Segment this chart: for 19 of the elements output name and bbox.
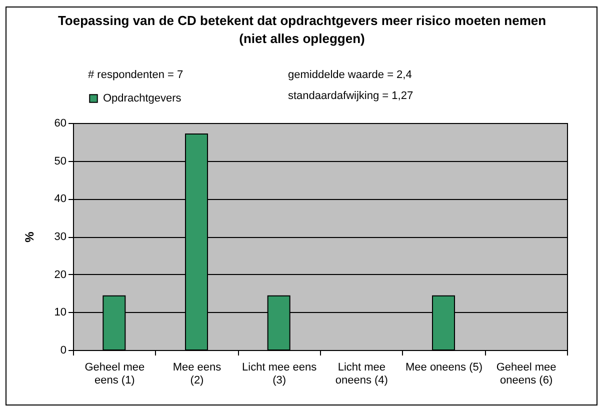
x-tick-label: Licht mee eens (3) — [242, 362, 318, 386]
y-tick-label: 50 — [54, 155, 66, 168]
x-tick-label: Geheel mee oneens (6) — [496, 362, 556, 386]
y-tick-label: 30 — [54, 231, 66, 243]
y-tick-label: 0 — [60, 344, 66, 356]
chart-title: Toepassing van de CD betekent dat opdrachtgevers meer risico moeten nemen (niet alles opleggen) — [58, 13, 546, 46]
text: # respondenten = 7 — [88, 69, 184, 81]
x-tick-label: Licht mee oneens (4) — [335, 362, 388, 386]
y-tick-label: 20 — [54, 268, 66, 281]
y-tick-label: 10 — [54, 306, 66, 319]
y-tick-label: 60 — [54, 118, 66, 130]
x-tick-label: Mee eens (2) — [172, 362, 222, 386]
legend-label: Opdrachtgevers — [103, 92, 182, 104]
y-axis-title: % — [22, 231, 36, 242]
x-tick-label: Mee oneens (5) — [405, 362, 483, 374]
text: gemiddelde waarde = 2,4 — [288, 69, 412, 81]
y-tick-label: 40 — [54, 193, 66, 206]
text: standaardafwijking = 1,27 — [288, 90, 414, 102]
x-tick-label: Geheel mee eens (1) — [84, 362, 145, 386]
